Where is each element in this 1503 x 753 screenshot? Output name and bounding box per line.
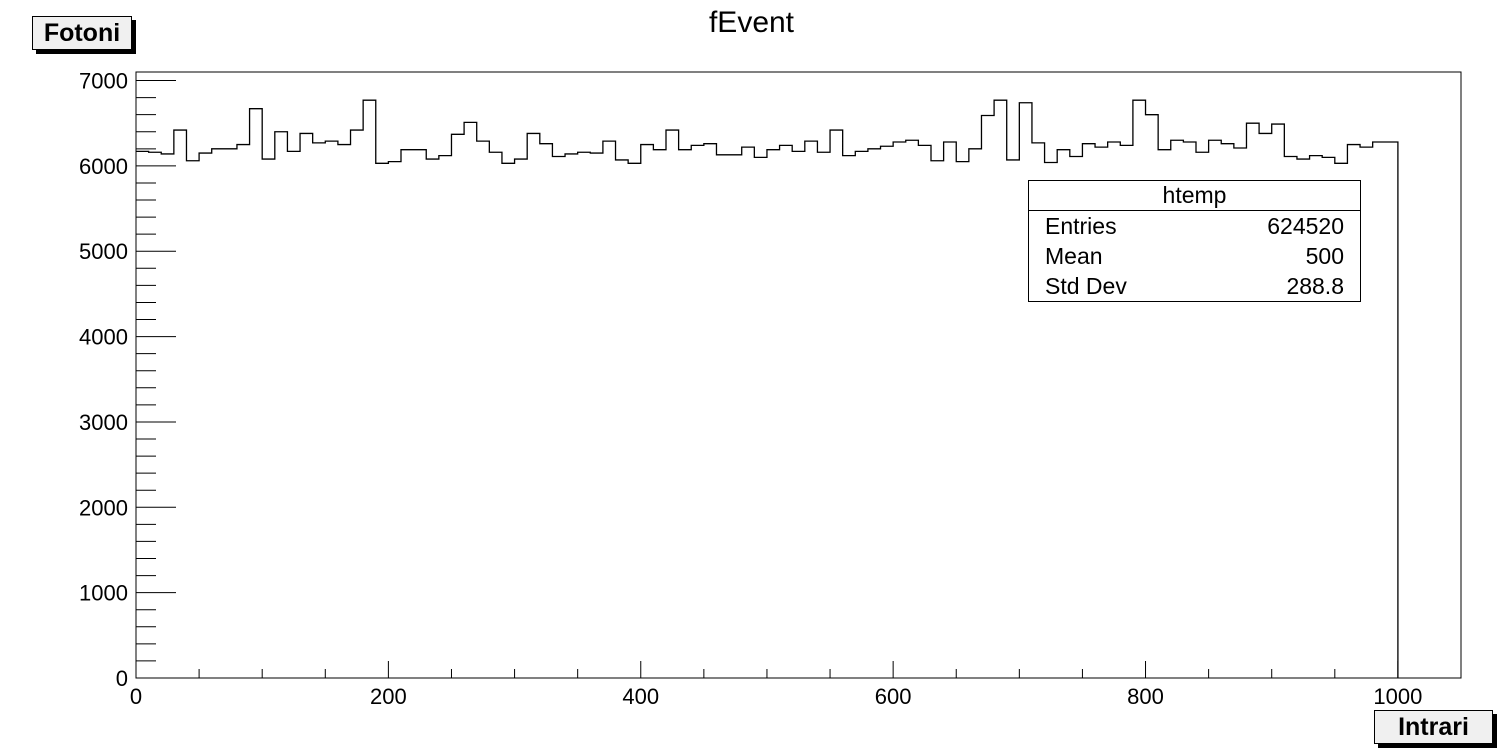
stats-mean-value: 500 xyxy=(1305,243,1344,269)
y-tick-label: 0 xyxy=(116,666,128,691)
stats-box[interactable]: htemp Entries 624520 Mean 500 Std Dev 28… xyxy=(1028,180,1361,302)
chart-title: fEvent xyxy=(708,6,795,39)
plot-frame xyxy=(135,71,1462,679)
y-tick-label: 3000 xyxy=(79,410,128,435)
x-axis-title[interactable]: Intrari xyxy=(1374,710,1493,744)
x-tick-label: 400 xyxy=(622,684,659,709)
stats-stddev-value: 288.8 xyxy=(1286,273,1344,299)
stats-row-stddev: Std Dev 288.8 xyxy=(1029,271,1360,301)
stats-entries-value: 624520 xyxy=(1267,213,1344,239)
stats-row-entries: Entries 624520 xyxy=(1029,211,1360,241)
x-tick-label: 800 xyxy=(1127,684,1164,709)
y-tick-label: 2000 xyxy=(79,495,128,520)
stats-mean-label: Mean xyxy=(1045,243,1103,269)
y-tick-label: 4000 xyxy=(79,325,128,350)
stats-title: htemp xyxy=(1029,181,1360,211)
stats-stddev-label: Std Dev xyxy=(1045,273,1127,299)
axis-ticks: 0 1000 2000 3000 4000 5000 6000 7000 0 200 400 600 8… xyxy=(79,69,1462,709)
y-tick-label: 6000 xyxy=(79,154,128,179)
histogram-line xyxy=(136,99,1399,678)
x-tick-label: 1000 xyxy=(1373,684,1422,709)
stats-row-mean: Mean 500 xyxy=(1029,241,1360,271)
y-tick-label: 7000 xyxy=(79,69,128,94)
x-tick-label: 600 xyxy=(875,684,912,709)
y-tick-label: 5000 xyxy=(79,239,128,264)
stats-entries-label: Entries xyxy=(1045,213,1117,239)
x-tick-label: 200 xyxy=(370,684,407,709)
y-axis-title[interactable]: Fotoni xyxy=(32,16,132,50)
y-tick-label: 1000 xyxy=(79,581,128,606)
x-tick-label: 0 xyxy=(130,684,142,709)
